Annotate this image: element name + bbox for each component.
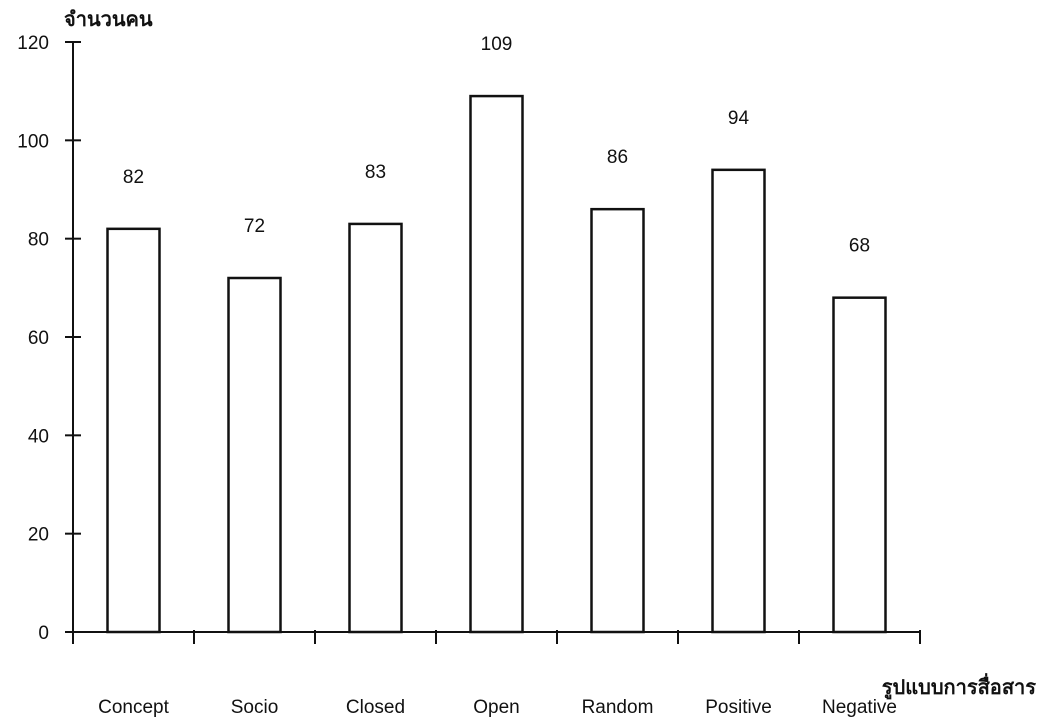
y-tick-label: 20 bbox=[28, 525, 49, 546]
data-label: 72 bbox=[244, 216, 265, 237]
data-label: 94 bbox=[728, 108, 750, 129]
category-label: Closed bbox=[346, 697, 405, 718]
x-axis-title: รูปแบบการสื่อสาร bbox=[882, 672, 1036, 701]
bar-negative bbox=[832, 296, 887, 634]
data-label: 68 bbox=[849, 236, 870, 257]
category-label: Concept bbox=[98, 697, 169, 718]
y-tick-label: 60 bbox=[28, 328, 49, 349]
data-label: 82 bbox=[123, 167, 144, 188]
bars bbox=[106, 94, 887, 634]
bar-random bbox=[590, 207, 645, 634]
category-label: Open bbox=[473, 697, 519, 718]
bar-socio bbox=[227, 276, 282, 634]
category-label: Socio bbox=[231, 697, 279, 718]
bar-open bbox=[469, 94, 524, 634]
y-tick-label: 100 bbox=[17, 131, 49, 152]
y-tick-label: 80 bbox=[28, 230, 49, 251]
data-label: 83 bbox=[365, 162, 386, 183]
data-label: 109 bbox=[481, 34, 513, 55]
bar-positive bbox=[711, 168, 766, 634]
y-axis-title: จำนวนคน bbox=[64, 9, 153, 31]
bar-concept bbox=[106, 227, 161, 634]
data-label: 86 bbox=[607, 147, 628, 168]
y-tick-label: 120 bbox=[17, 33, 49, 54]
category-label: Random bbox=[582, 697, 654, 718]
axes: 0 20 40 60 80 100 120 bbox=[17, 33, 921, 644]
labels: 82 Concept 72 Socio 83 Closed 109 Open 86 Random 9… bbox=[98, 34, 897, 718]
y-tick-label: 40 bbox=[28, 426, 49, 447]
category-label: Positive bbox=[705, 697, 772, 718]
category-label: Negative bbox=[822, 697, 897, 718]
bar-closed bbox=[348, 222, 403, 634]
y-tick-label: 0 bbox=[38, 623, 49, 644]
